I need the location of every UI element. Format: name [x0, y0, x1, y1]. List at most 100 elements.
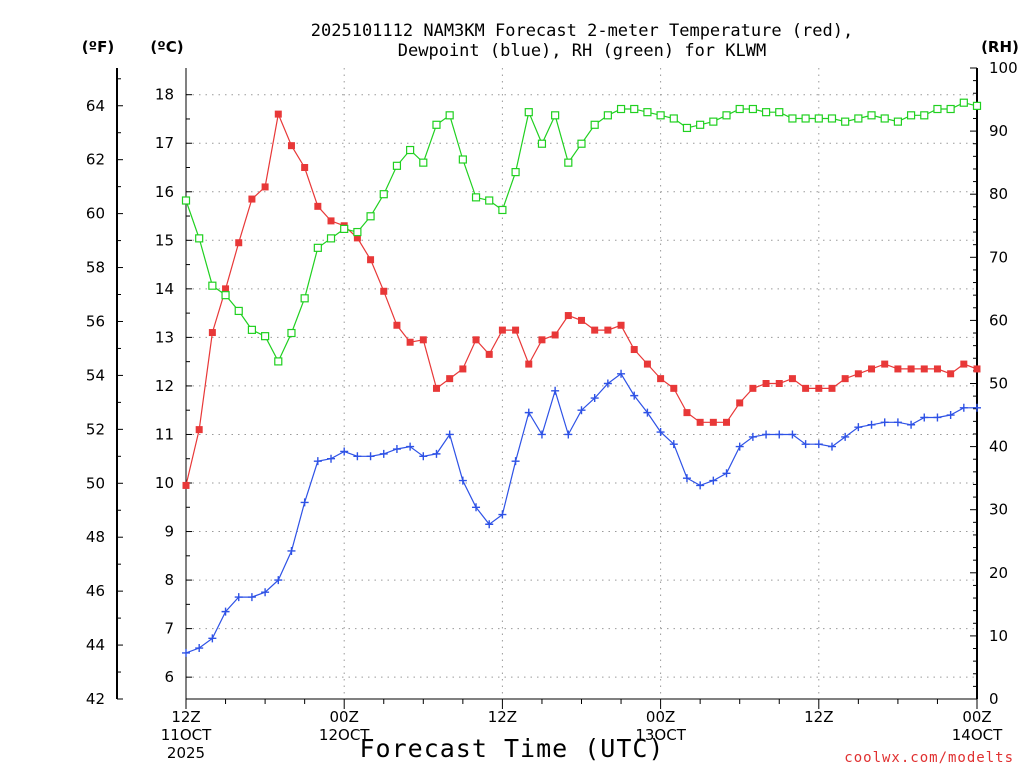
celsius-tick-label: 8: [164, 571, 174, 589]
dewpoint-point: [827, 442, 836, 451]
rh-point: [195, 234, 204, 243]
rh-point: [669, 114, 678, 123]
x-tick-label: 00Z: [330, 708, 359, 726]
dewpoint-point: [195, 644, 204, 653]
temperature-point: [419, 336, 427, 344]
temperature-point: [472, 336, 480, 344]
dewpoint-point: [854, 423, 863, 432]
dewpoint-point: [340, 447, 349, 456]
temperature-point: [512, 326, 520, 334]
temperature-point: [235, 239, 243, 247]
temperature-point: [815, 384, 823, 392]
dewpoint-point: [485, 520, 494, 529]
temperature-point: [920, 365, 928, 373]
rh-point: [511, 168, 520, 177]
rh-tick-label: 30: [989, 501, 1008, 519]
fahrenheit-tick-label: 50: [86, 474, 105, 492]
rh-point: [551, 111, 560, 120]
temperature-point: [498, 326, 506, 334]
temperature-point: [696, 418, 704, 426]
temperature-point: [947, 370, 955, 378]
rh-tick-label: 80: [989, 185, 1008, 203]
dewpoint-point: [682, 474, 691, 483]
temperature-point: [894, 365, 902, 373]
celsius-tick-label: 12: [155, 377, 174, 395]
rh-point: [287, 328, 296, 338]
temperature-series: [182, 110, 981, 489]
data-series: [181, 98, 982, 657]
grid-lines: [185, 68, 978, 699]
dewpoint-point: [274, 576, 283, 585]
celsius-tick-label: 14: [155, 280, 174, 298]
dewpoint-point: [419, 452, 428, 461]
temperature-point: [802, 384, 810, 392]
rh-point: [748, 104, 757, 114]
rh-point: [920, 111, 929, 120]
rh-point: [603, 111, 612, 120]
rh-point: [946, 104, 955, 114]
dewpoint-point: [590, 394, 599, 403]
dewpoint-point: [537, 430, 546, 439]
rh-point: [590, 120, 599, 129]
temperature-point: [788, 375, 796, 383]
temperature-point: [973, 365, 981, 373]
dewpoint-point: [511, 457, 520, 466]
rh-point: [616, 104, 626, 114]
rh-point: [406, 145, 415, 155]
dewpoint-point: [392, 445, 401, 454]
dewpoint-point: [379, 449, 388, 458]
rh-point: [867, 111, 876, 120]
rh-point: [630, 104, 639, 114]
dewpoint-point: [472, 503, 481, 512]
rh-point: [392, 161, 402, 170]
dewpoint-point: [959, 403, 968, 412]
rh-point: [841, 117, 850, 126]
rh-point: [221, 291, 230, 300]
temperature-point: [960, 360, 968, 368]
rh-point: [775, 108, 784, 117]
rh-point: [643, 108, 652, 117]
temperature-point: [261, 183, 269, 191]
celsius-tick-label: 15: [155, 231, 174, 249]
celsius-unit-label: (ºC): [150, 38, 183, 56]
rh-point: [761, 108, 771, 117]
temperature-point: [736, 399, 744, 407]
fahrenheit-tick-label: 48: [86, 528, 105, 546]
temperature-point: [367, 256, 375, 264]
fahrenheit-unit-label: (ºF): [82, 38, 114, 56]
dewpoint-point: [920, 413, 929, 422]
dewpoint-point: [287, 546, 296, 555]
dewpoint-point: [247, 593, 256, 602]
temperature-point: [406, 338, 414, 346]
rh-tick-label: 50: [989, 375, 1008, 393]
x-axis-label: Forecast Time (UTC): [360, 734, 665, 763]
rh-point: [788, 114, 797, 123]
temperature-point: [578, 316, 585, 324]
rh-tick-label: 10: [989, 627, 1008, 645]
rh-point: [353, 227, 362, 237]
dewpoint-point: [722, 469, 731, 478]
rh-point: [696, 120, 705, 129]
rh-tick-label: 70: [989, 248, 1008, 266]
x-tick-label: 2025: [167, 744, 205, 762]
x-tick-label: 14OCT: [952, 726, 1003, 744]
dewpoint-point: [353, 452, 362, 461]
temperature-point: [525, 360, 533, 368]
dewpoint-point: [603, 379, 612, 388]
temperature-point: [709, 418, 717, 426]
dewpoint-point: [630, 391, 639, 400]
rh-point: [340, 224, 349, 234]
temperature-point: [643, 360, 651, 368]
dewpoint-point: [709, 476, 718, 485]
rh-point: [827, 114, 837, 123]
rh-point: [933, 104, 942, 114]
temperature-point: [762, 380, 770, 387]
rh-point: [801, 114, 810, 123]
rh-point: [458, 155, 467, 164]
dewpoint-point: [946, 411, 955, 420]
celsius-tick-label: 17: [155, 134, 174, 152]
rh-point: [656, 111, 665, 120]
rh-point: [445, 111, 454, 120]
dewpoint-point: [445, 430, 454, 439]
fahrenheit-tick-label: 54: [86, 366, 105, 384]
